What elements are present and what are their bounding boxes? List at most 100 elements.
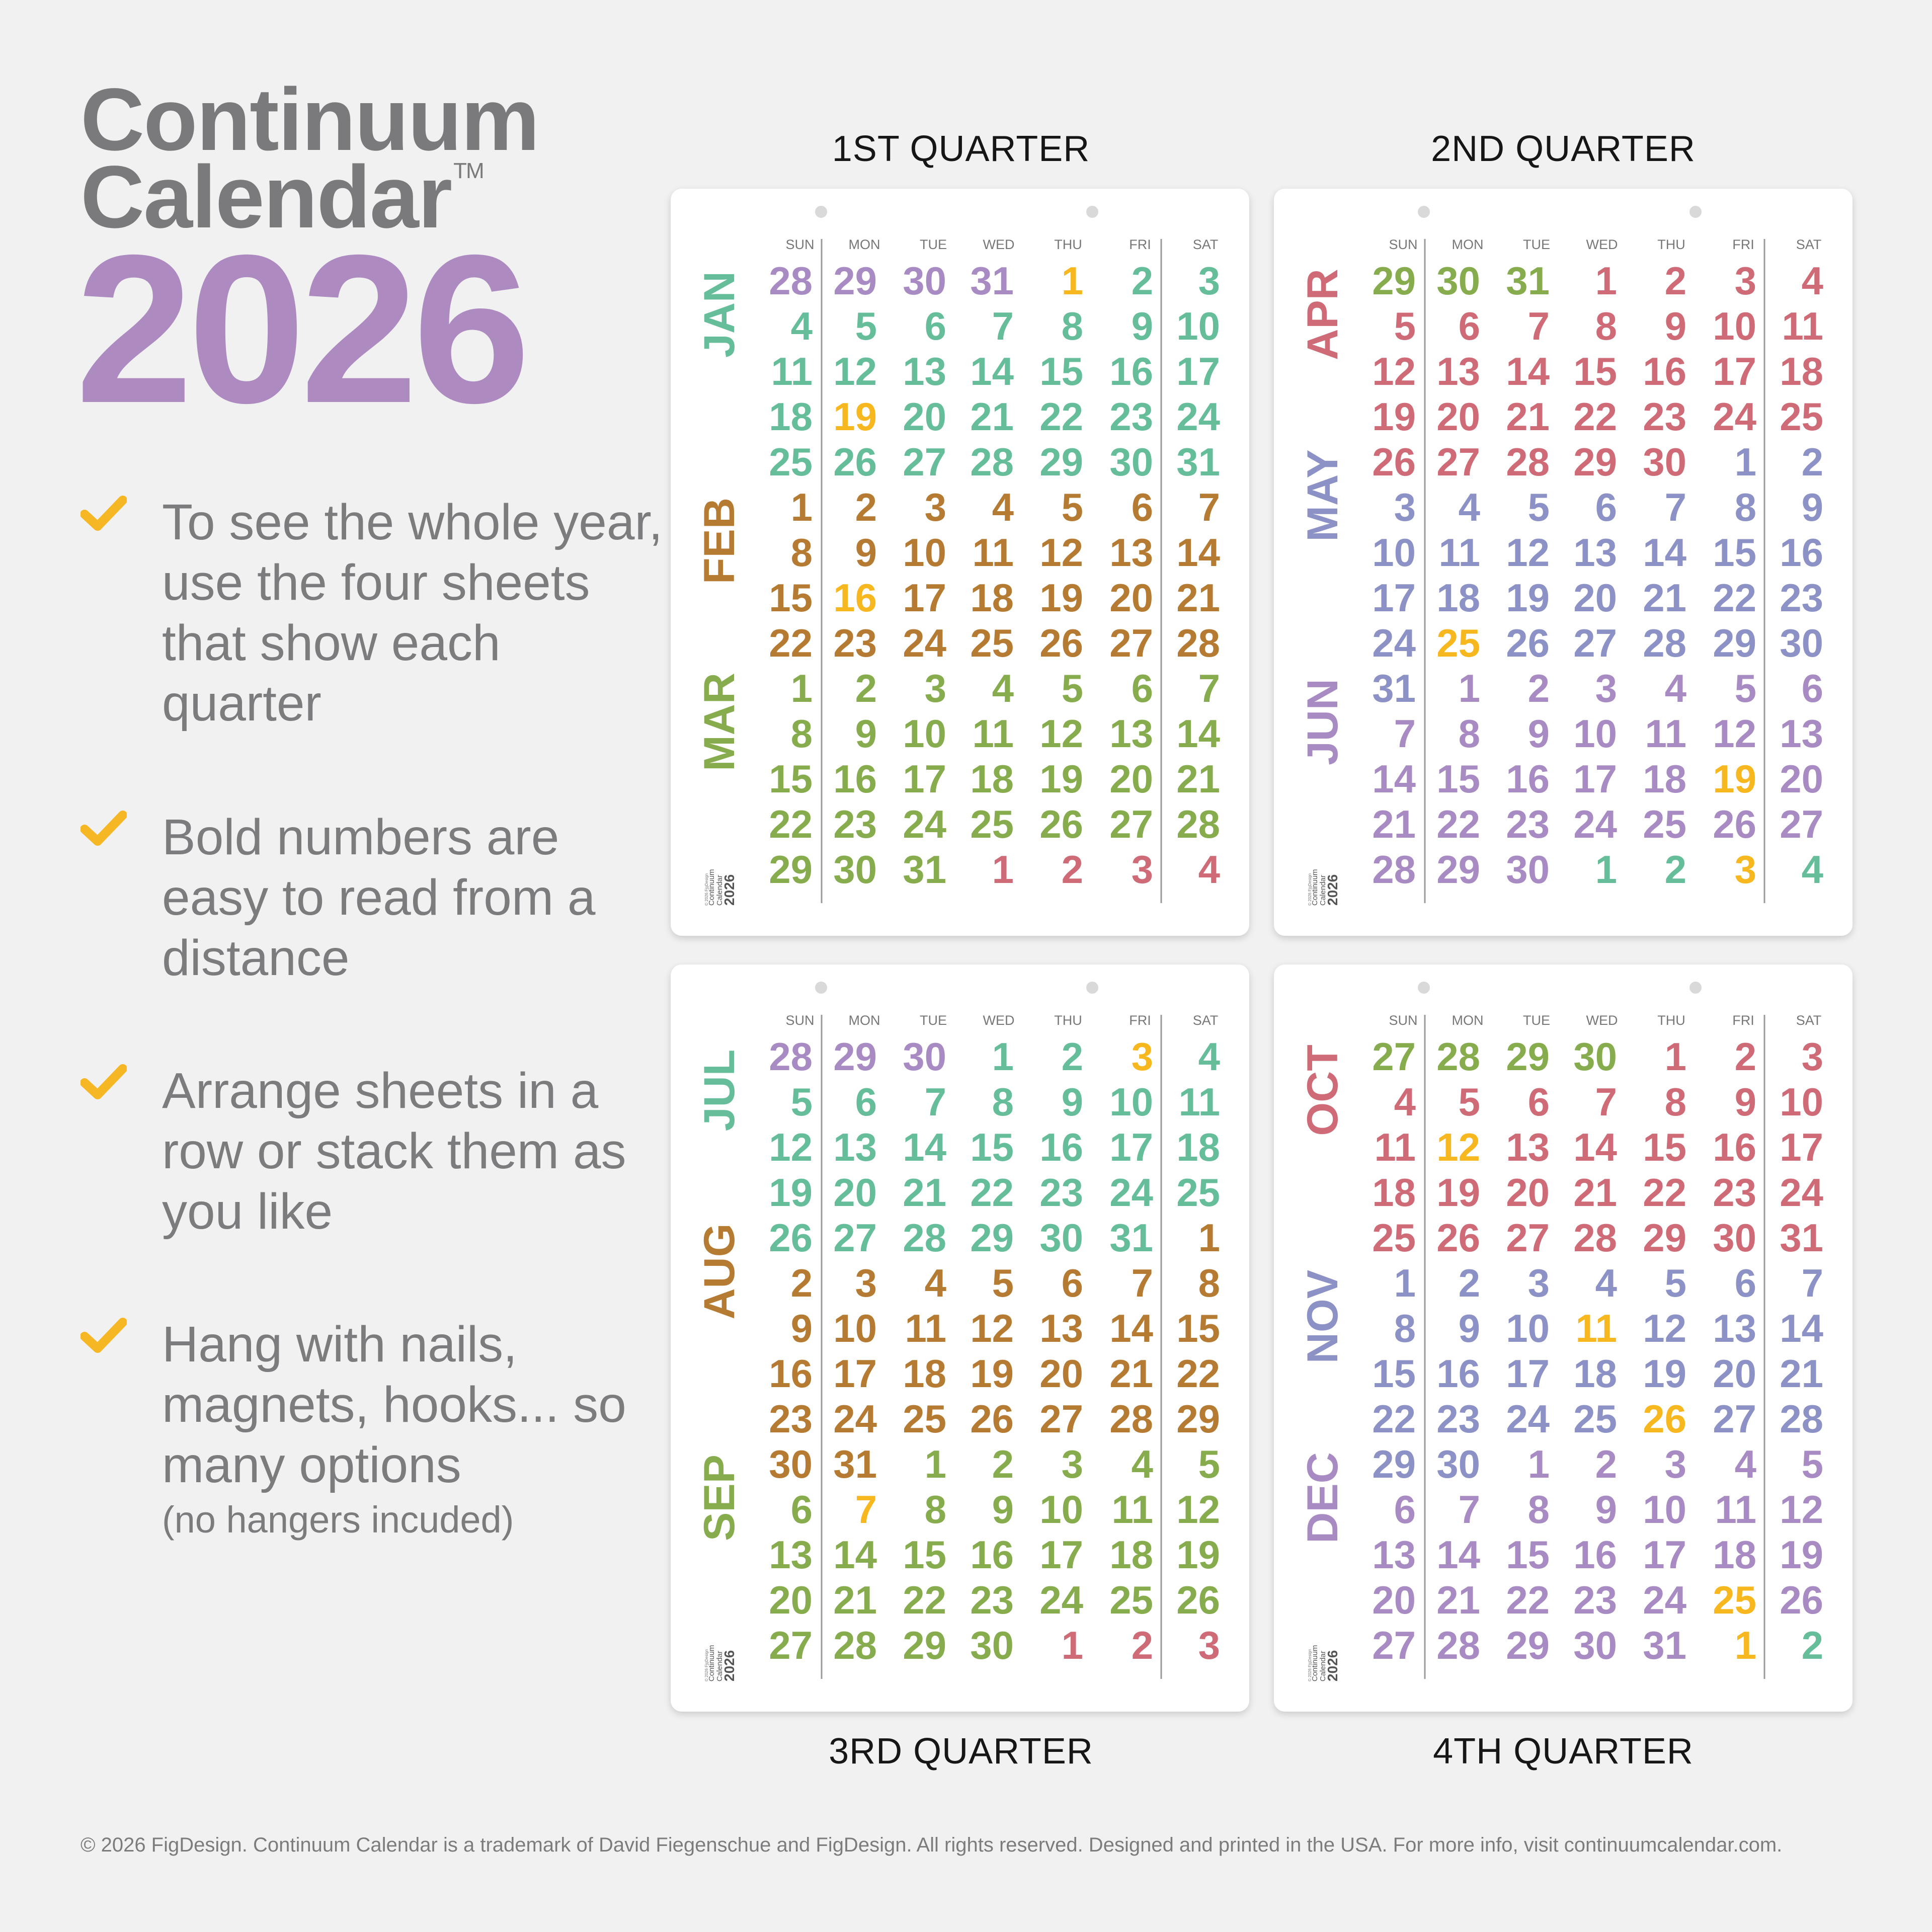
check-icon	[80, 1318, 127, 1353]
day-number: 10	[1176, 304, 1220, 348]
weekday-label: FRI	[1732, 237, 1754, 252]
hanging-hole	[1689, 206, 1702, 218]
day-number: 30	[1436, 259, 1480, 303]
day-number: 11	[905, 1306, 946, 1350]
day-number: 11	[1375, 1125, 1416, 1169]
day-number: 1	[1735, 440, 1756, 484]
day-number: 7	[1394, 711, 1416, 756]
day-number: 19	[970, 1351, 1014, 1396]
day-number: 3	[925, 485, 946, 529]
day-number: 25	[970, 621, 1014, 665]
day-number: 17	[1109, 1125, 1153, 1169]
day-number: 27	[903, 440, 946, 484]
day-number: 18	[970, 576, 1014, 620]
day-number: 7	[855, 1487, 877, 1532]
day-number: 21	[1176, 757, 1220, 801]
day-number: 28	[769, 259, 813, 303]
day-number: 17	[1573, 757, 1617, 801]
day-number: 8	[1062, 304, 1083, 348]
day-number: 20	[1109, 757, 1153, 801]
day-number: 11	[1782, 304, 1823, 348]
day-number: 21	[1372, 802, 1416, 846]
day-number: 25	[1436, 621, 1480, 665]
day-number: 30	[970, 1623, 1014, 1667]
quarter-1-title: 1ST QUARTER	[832, 129, 1090, 169]
day-number: 30	[1039, 1216, 1083, 1260]
weekday-label: THU	[1657, 237, 1685, 252]
day-number: 25	[903, 1397, 946, 1441]
day-number: 12	[970, 1306, 1014, 1350]
day-number: 14	[833, 1533, 877, 1577]
day-number: 27	[1109, 621, 1153, 665]
weekday-label: SUN	[785, 237, 814, 252]
hanging-hole	[1418, 982, 1430, 994]
day-number: 9	[1132, 304, 1153, 348]
day-number: 26	[769, 1216, 813, 1260]
day-number: 19	[769, 1170, 813, 1215]
day-number: 11	[1715, 1487, 1756, 1532]
sheet-logo-line: Calendar	[1319, 875, 1327, 906]
day-number: 7	[1595, 1080, 1617, 1124]
day-number: 28	[1506, 440, 1550, 484]
day-number: 24	[833, 1397, 877, 1441]
day-number: 13	[1109, 530, 1153, 575]
day-number: 10	[833, 1306, 877, 1350]
day-number: 17	[1780, 1125, 1823, 1169]
weekday-label: WED	[983, 237, 1015, 252]
day-number: 4	[1665, 666, 1686, 710]
day-number: 4	[1198, 847, 1220, 892]
sheet-logo-copyright: © 2026 FigDesign	[1308, 873, 1312, 906]
day-number: 27	[1780, 802, 1823, 846]
trademark-mark: TM	[453, 158, 485, 183]
day-number: 20	[903, 394, 946, 439]
day-number: 8	[1595, 304, 1617, 348]
day-number: 9	[1595, 1487, 1617, 1532]
day-number: 19	[1176, 1533, 1220, 1577]
day-number: 5	[855, 304, 877, 348]
day-number: 7	[1665, 485, 1686, 529]
day-number: 23	[1573, 1578, 1617, 1622]
day-number: 22	[769, 802, 813, 846]
day-number: 20	[833, 1170, 877, 1215]
day-number: 3	[1132, 1034, 1153, 1079]
day-number: 16	[970, 1533, 1014, 1577]
day-number: 28	[769, 1034, 813, 1079]
day-number: 8	[1528, 1487, 1550, 1532]
day-number: 15	[970, 1125, 1014, 1169]
day-number: 21	[1506, 394, 1550, 439]
day-number: 14	[970, 349, 1014, 393]
day-number: 4	[992, 666, 1014, 710]
day-number: 25	[1573, 1397, 1617, 1441]
check-icon	[80, 811, 127, 846]
day-number: 8	[992, 1080, 1014, 1124]
day-number: 23	[1643, 394, 1686, 439]
day-number: 1	[1459, 666, 1480, 710]
day-number: 27	[1573, 621, 1617, 665]
day-number: 21	[1573, 1170, 1617, 1215]
day-number: 27	[833, 1216, 877, 1260]
day-number: 30	[903, 259, 946, 303]
day-number: 18	[1176, 1125, 1220, 1169]
day-number: 5	[791, 1080, 813, 1124]
day-number: 6	[1132, 666, 1153, 710]
day-number: 9	[855, 530, 877, 575]
day-number: 11	[1576, 1306, 1617, 1350]
day-number: 31	[1643, 1623, 1686, 1667]
feature-text: Bold numbers are easy to read from a dis…	[162, 809, 596, 986]
sheet-logo-line: Continuum	[707, 869, 716, 906]
day-number: 12	[1643, 1306, 1686, 1350]
day-number: 22	[1643, 1170, 1686, 1215]
day-number: 14	[1372, 757, 1416, 801]
day-number: 21	[1780, 1351, 1823, 1396]
day-number: 1	[1665, 1034, 1686, 1079]
month-label: SEP	[695, 1455, 744, 1541]
day-number: 25	[1109, 1578, 1153, 1622]
day-number: 20	[1573, 576, 1617, 620]
day-number: 30	[833, 847, 877, 892]
sheet-logo-line: Continuum	[707, 1645, 716, 1681]
day-number: 22	[1372, 1397, 1416, 1441]
day-number: 1	[1198, 1216, 1220, 1260]
day-number: 14	[1573, 1125, 1617, 1169]
weekday-label: SUN	[785, 1013, 814, 1028]
weekday-label: SAT	[1193, 237, 1219, 252]
